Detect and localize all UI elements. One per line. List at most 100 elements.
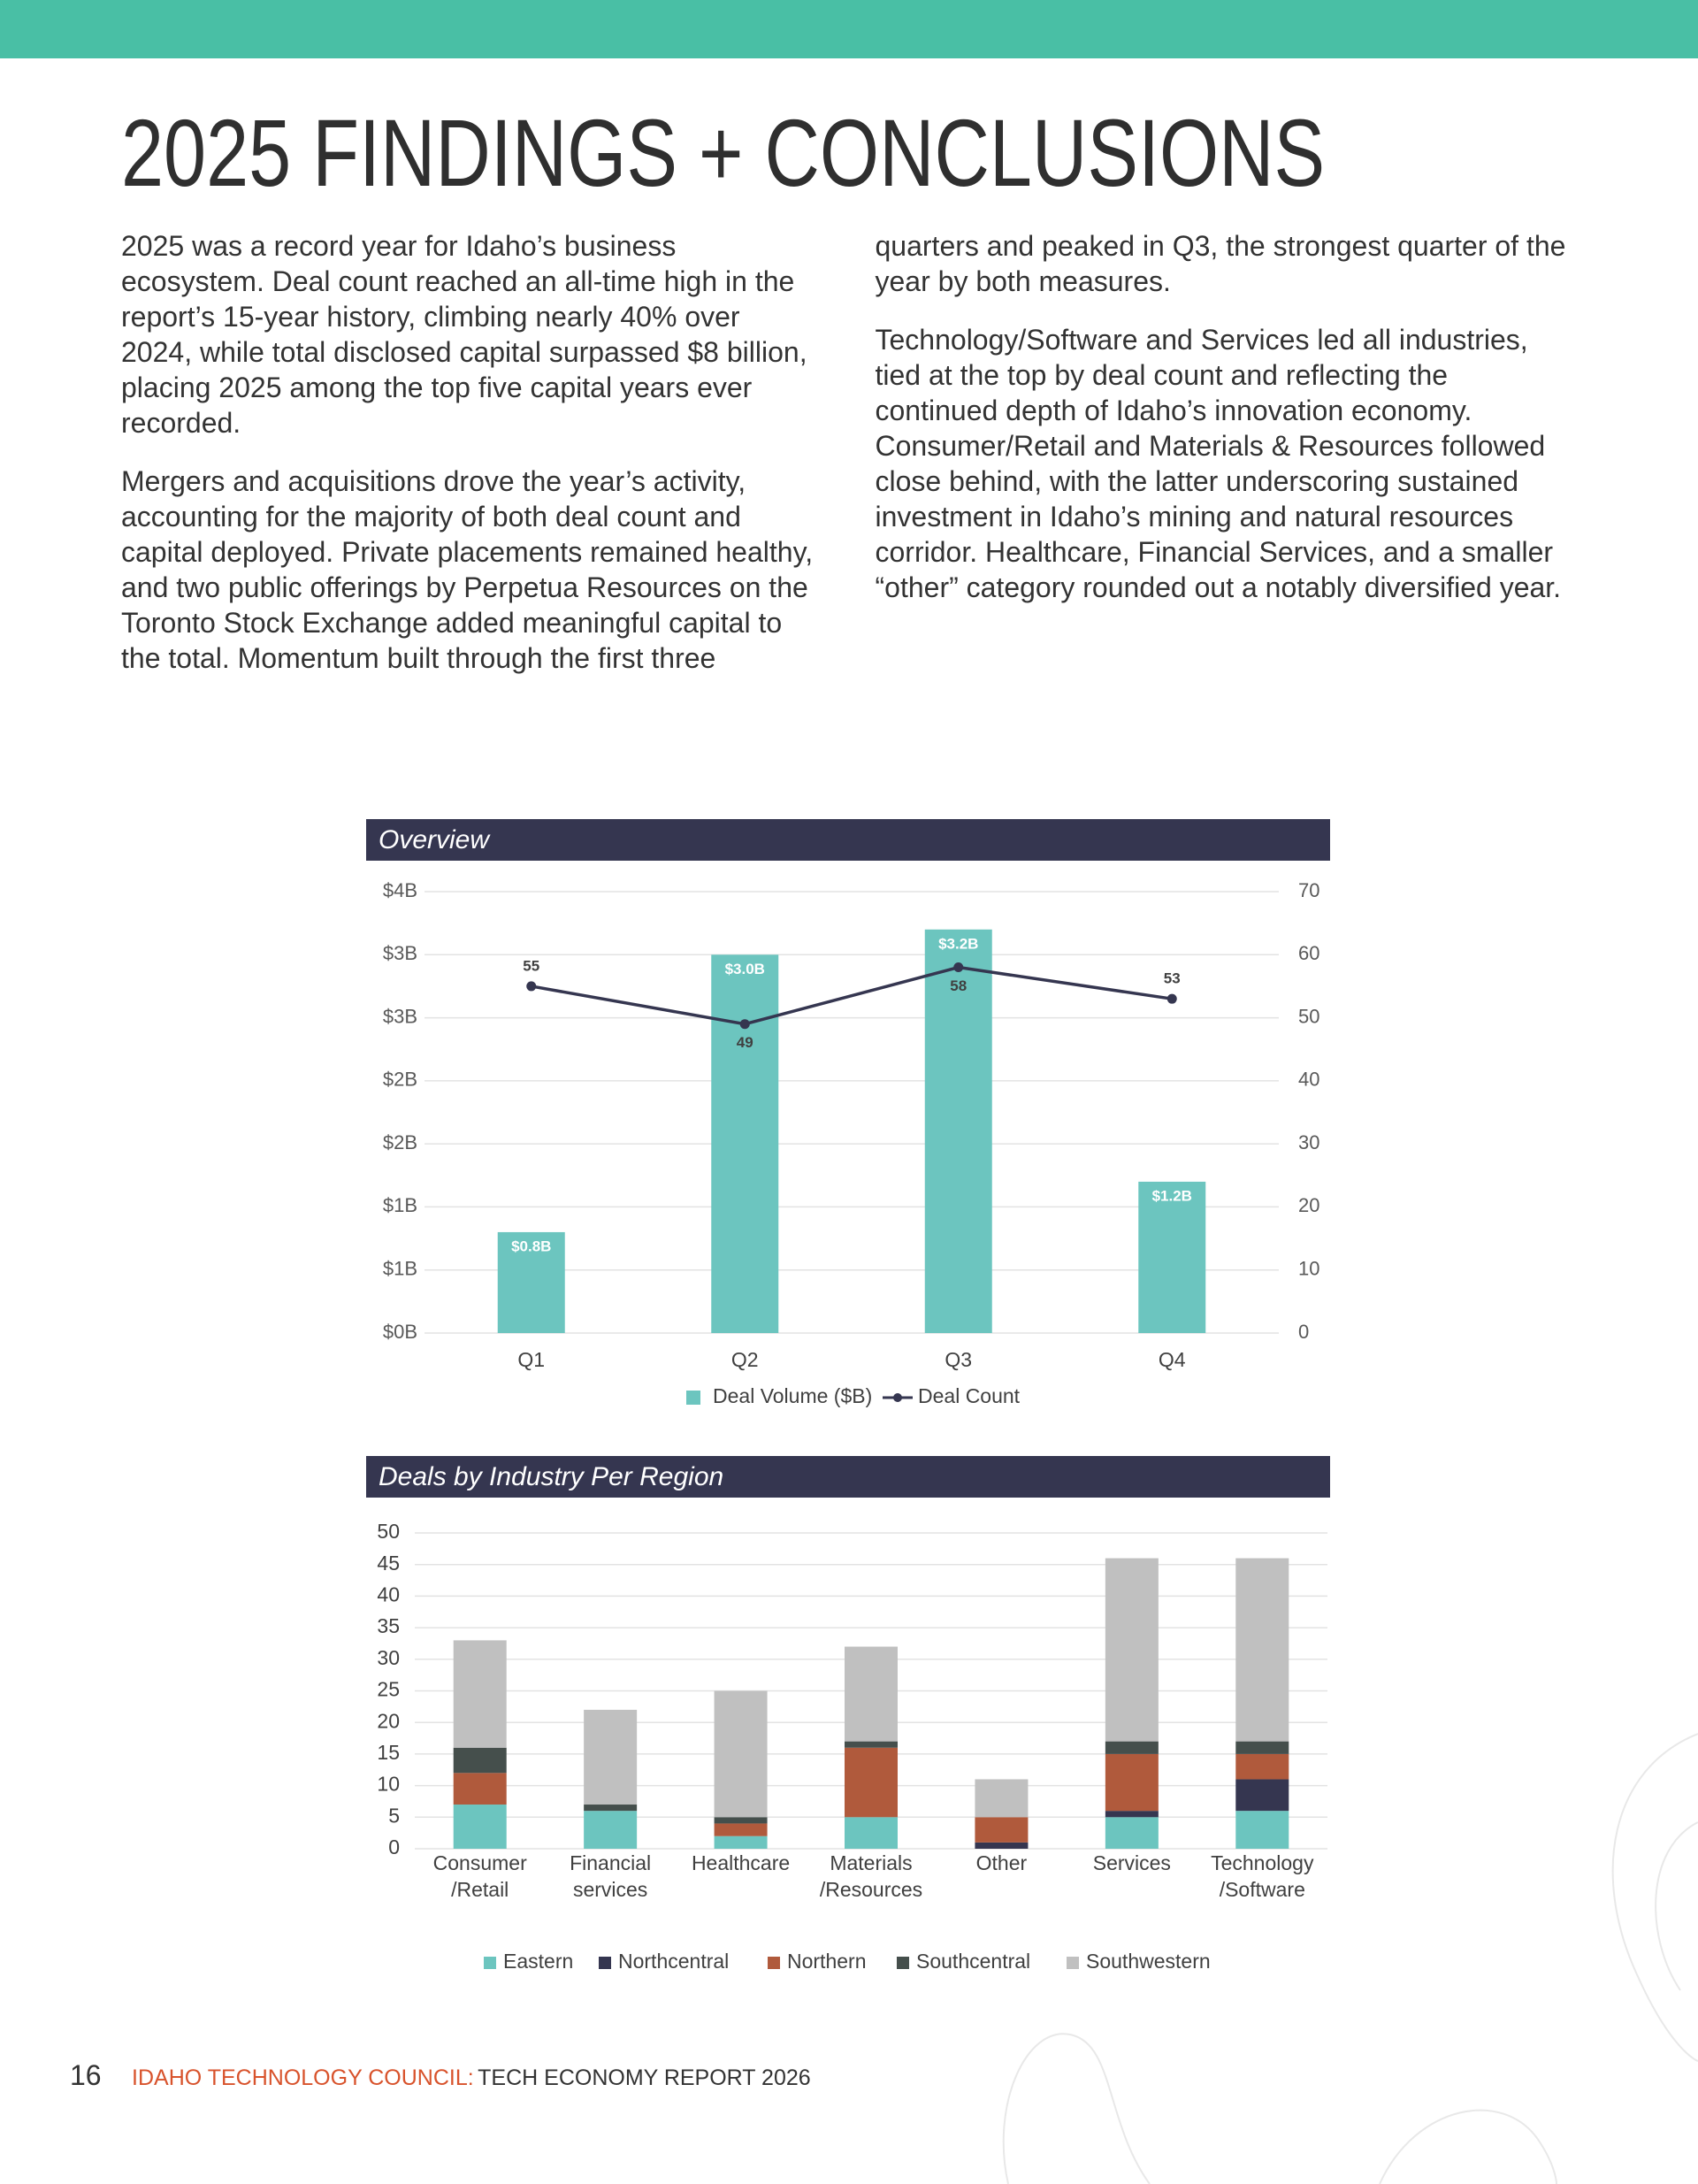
- x-tick-label: Financial services: [570, 1851, 652, 1901]
- chart-title-bar: [366, 819, 1330, 861]
- y-tick-label: $0B: [383, 1321, 417, 1343]
- bar-segment: [1105, 1753, 1159, 1812]
- y2-tick-label: 40: [1298, 1069, 1319, 1091]
- y-tick-label: 50: [377, 1520, 400, 1543]
- y-tick-label: 15: [377, 1741, 400, 1764]
- bar-segment: [584, 1709, 638, 1805]
- y-tick-label: 20: [377, 1709, 400, 1732]
- footer: 16 IDAHO TECHNOLOGY COUNCIL: TECH ECONOM…: [70, 2059, 811, 2092]
- body-text: 2025 was a record year for Idaho’s busin…: [121, 228, 1567, 697]
- bar: [497, 1231, 565, 1333]
- point-value-label: 49: [737, 1034, 753, 1051]
- bar-segment: [1235, 1558, 1289, 1742]
- bar: [1138, 1181, 1206, 1333]
- y-tick-label: $4B: [383, 879, 417, 901]
- y-tick-label: $1B: [383, 1258, 417, 1280]
- x-tick-label: Consumer /Retail: [432, 1851, 527, 1901]
- y2-tick-label: 70: [1298, 879, 1319, 901]
- legend-swatch: [1067, 1957, 1079, 1969]
- bar-value-label: $0.8B: [511, 1238, 551, 1254]
- bar-segment: [453, 1805, 507, 1849]
- y-tick-label: 40: [377, 1582, 400, 1605]
- y-tick-label: 5: [388, 1804, 400, 1827]
- y-tick-label: 45: [377, 1552, 400, 1575]
- y-tick-label: $3B: [383, 1005, 417, 1027]
- footer-report: TECH ECONOMY REPORT 2026: [478, 2065, 811, 2090]
- bar-value-label: $3.0B: [725, 961, 765, 977]
- legend-label: Deal Count: [918, 1384, 1021, 1407]
- legend-swatch: [893, 1393, 902, 1402]
- x-tick-label: Q1: [517, 1348, 546, 1371]
- legend-label: Eastern: [503, 1950, 573, 1973]
- bar-segment: [1105, 1741, 1159, 1754]
- bar-segment: [584, 1805, 638, 1812]
- x-tick-label: Healthcare: [691, 1851, 791, 1874]
- page-number: 16: [70, 2059, 102, 2091]
- line-point: [526, 981, 537, 992]
- footer-organization: IDAHO TECHNOLOGY COUNCIL:: [132, 2065, 474, 2090]
- legend-label: Southcentral: [916, 1950, 1030, 1973]
- legend-label: Northern: [787, 1950, 866, 1973]
- header-band: [0, 0, 1698, 58]
- paragraph: Mergers and acquisitions drove the year’…: [121, 230, 1566, 674]
- legend-label: Southwestern: [1086, 1950, 1211, 1973]
- y-tick-label: 25: [377, 1678, 400, 1701]
- point-value-label: 53: [1164, 970, 1181, 987]
- y2-tick-label: 20: [1298, 1194, 1319, 1216]
- chart-title-bar: [366, 1456, 1330, 1498]
- x-tick-label: Q3: [945, 1348, 973, 1371]
- bar-segment: [584, 1811, 638, 1849]
- y-tick-label: $1B: [383, 1194, 417, 1216]
- y-tick-label: $2B: [383, 1131, 417, 1153]
- x-tick-label: Q4: [1158, 1348, 1186, 1371]
- x-tick-label: Materials /Resources: [819, 1851, 923, 1901]
- bar: [711, 954, 779, 1333]
- bar-segment: [714, 1823, 768, 1836]
- line: [531, 965, 1173, 1026]
- y2-tick-label: 60: [1298, 942, 1319, 964]
- bar-segment: [1105, 1811, 1159, 1818]
- bar-value-label: $1.2B: [1152, 1187, 1192, 1204]
- x-tick-label: Technology /Software: [1211, 1851, 1314, 1901]
- bar-segment: [1235, 1811, 1289, 1849]
- legend-label: Deal Volume ($B): [713, 1384, 872, 1407]
- y2-tick-label: 50: [1298, 1005, 1319, 1027]
- bar-segment: [975, 1817, 1029, 1843]
- bar-segment: [1235, 1779, 1289, 1812]
- bar-segment: [845, 1747, 898, 1818]
- decoration: [1002, 1733, 1698, 2184]
- point-value-label: 55: [523, 957, 539, 974]
- y2-tick-label: 10: [1298, 1258, 1319, 1280]
- bar-segment: [845, 1741, 898, 1748]
- legend-swatch: [686, 1391, 700, 1405]
- y-tick-label: 35: [377, 1614, 400, 1637]
- y-tick-label: $3B: [383, 942, 417, 964]
- y-tick-label: 10: [377, 1773, 400, 1796]
- legend-swatch: [768, 1957, 780, 1969]
- y2-tick-label: 30: [1298, 1131, 1319, 1153]
- paragraph: Technology/Software and Services led all…: [875, 324, 1562, 603]
- chart-title: Deals by Industry Per Region: [379, 1462, 723, 1491]
- x-tick-label: Services: [1092, 1851, 1171, 1874]
- bar-segment: [975, 1842, 1029, 1849]
- legend-label: Northcentral: [618, 1950, 729, 1973]
- x-tick-label: Q2: [730, 1348, 759, 1371]
- paragraph: 2025 was a record year for Idaho’s busin…: [121, 230, 807, 439]
- y-tick-label: 30: [377, 1646, 400, 1669]
- bar-segment: [1105, 1558, 1159, 1742]
- bar-segment: [845, 1817, 898, 1849]
- x-tick-label: Other: [975, 1851, 1028, 1874]
- bar-segment: [975, 1779, 1029, 1818]
- bar: [924, 929, 992, 1333]
- bar-segment: [1235, 1753, 1289, 1780]
- legend-swatch: [599, 1957, 611, 1969]
- line-point: [953, 962, 964, 973]
- point-value-label: 58: [950, 977, 967, 994]
- page-title: 2025 FINDINGS + CONCLUSIONS: [121, 99, 1326, 206]
- bar-segment: [1235, 1741, 1289, 1754]
- y2-tick-label: 0: [1298, 1321, 1309, 1343]
- y-tick-label: 0: [388, 1835, 400, 1858]
- bar-segment: [1105, 1817, 1159, 1849]
- legend-swatch: [897, 1957, 909, 1969]
